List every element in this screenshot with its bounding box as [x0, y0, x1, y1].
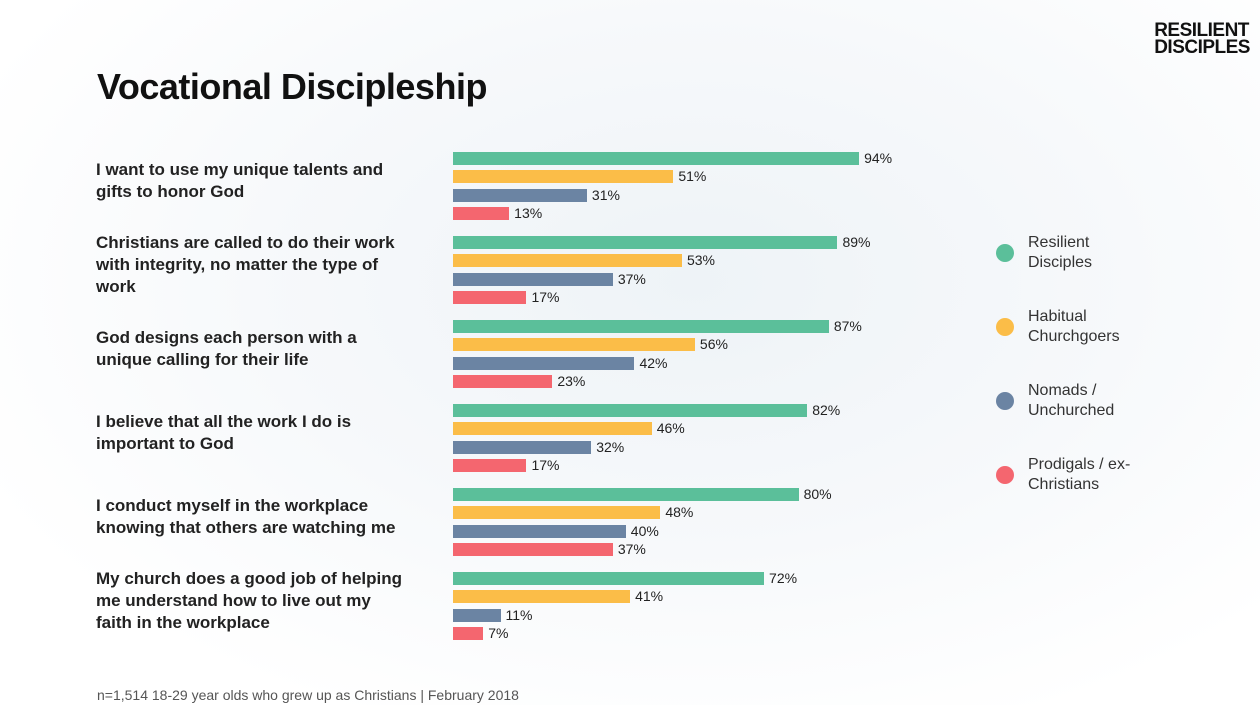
category-label: I believe that all the work I do is impo… — [96, 411, 352, 453]
bar — [453, 422, 652, 436]
bar — [453, 206, 510, 220]
value-label: 80% — [803, 486, 832, 502]
bar — [453, 374, 553, 388]
bar — [453, 320, 829, 333]
category-label: I want to use my unique talents and gift… — [96, 159, 384, 201]
value-label: 32% — [596, 438, 625, 455]
category-label: Christians are called to do their work w… — [96, 232, 395, 296]
value-label: 94% — [864, 150, 893, 166]
bar — [453, 170, 674, 184]
value-label: 11% — [505, 606, 533, 623]
value-label: 17% — [531, 288, 560, 305]
value-label: 7% — [488, 624, 509, 641]
bar — [453, 488, 799, 501]
logo-line: RESILIENT — [1154, 20, 1249, 41]
value-label: 23% — [557, 372, 586, 389]
bar — [453, 404, 808, 417]
value-label: 42% — [639, 354, 668, 371]
category-label: I conduct myself in the workplace knowin… — [96, 495, 396, 537]
legend-marker — [996, 318, 1014, 336]
bar — [453, 290, 527, 304]
bar — [453, 458, 527, 472]
bar — [453, 542, 613, 556]
footnote: n=1,514 18-29 year olds who grew up as C… — [97, 687, 519, 703]
legend-label: Prodigals / ex-Christians — [1028, 456, 1131, 493]
chart-title: Vocational Discipleship — [97, 66, 487, 107]
value-label: 87% — [833, 318, 862, 334]
value-label: 53% — [686, 252, 715, 269]
legend-marker — [996, 466, 1014, 484]
category-label: God designs each person with a unique ca… — [96, 327, 357, 369]
bar — [453, 254, 682, 268]
bar — [453, 152, 860, 165]
logo-line: DISCIPLES — [1154, 37, 1250, 58]
bar — [453, 608, 501, 622]
bar — [453, 236, 838, 249]
logo: RESILIENT DISCIPLES — [1154, 20, 1250, 58]
legend-label: Nomads / Unchurched — [1028, 382, 1115, 419]
bar — [453, 440, 592, 454]
value-label: 37% — [617, 270, 646, 287]
value-label: 46% — [656, 420, 685, 437]
value-label: 37% — [617, 540, 646, 557]
bar — [453, 356, 635, 370]
legend-label: Habitual Churchgoers — [1028, 308, 1120, 345]
bar — [453, 188, 587, 202]
value-label: 17% — [531, 456, 560, 473]
legend-marker — [996, 392, 1014, 410]
value-label: 56% — [699, 336, 728, 353]
legend-marker — [996, 244, 1014, 262]
value-label: 72% — [769, 570, 798, 586]
bar — [453, 524, 626, 538]
category-label: My church does a good job of helping me … — [96, 568, 402, 632]
value-label: 82% — [812, 402, 841, 418]
value-label: 48% — [665, 504, 694, 521]
value-label: 13% — [514, 204, 543, 221]
value-label: 51% — [678, 168, 707, 185]
value-label: 89% — [842, 234, 871, 250]
value-label: 31% — [591, 186, 620, 203]
bar — [453, 272, 613, 286]
bar — [453, 506, 661, 520]
bar — [453, 590, 631, 604]
bar — [453, 626, 484, 640]
value-label: 40% — [630, 522, 659, 539]
legend-label: Resilient Disciples — [1028, 234, 1093, 271]
value-label: 41% — [635, 588, 664, 605]
bar — [453, 338, 695, 352]
bar — [453, 572, 765, 585]
